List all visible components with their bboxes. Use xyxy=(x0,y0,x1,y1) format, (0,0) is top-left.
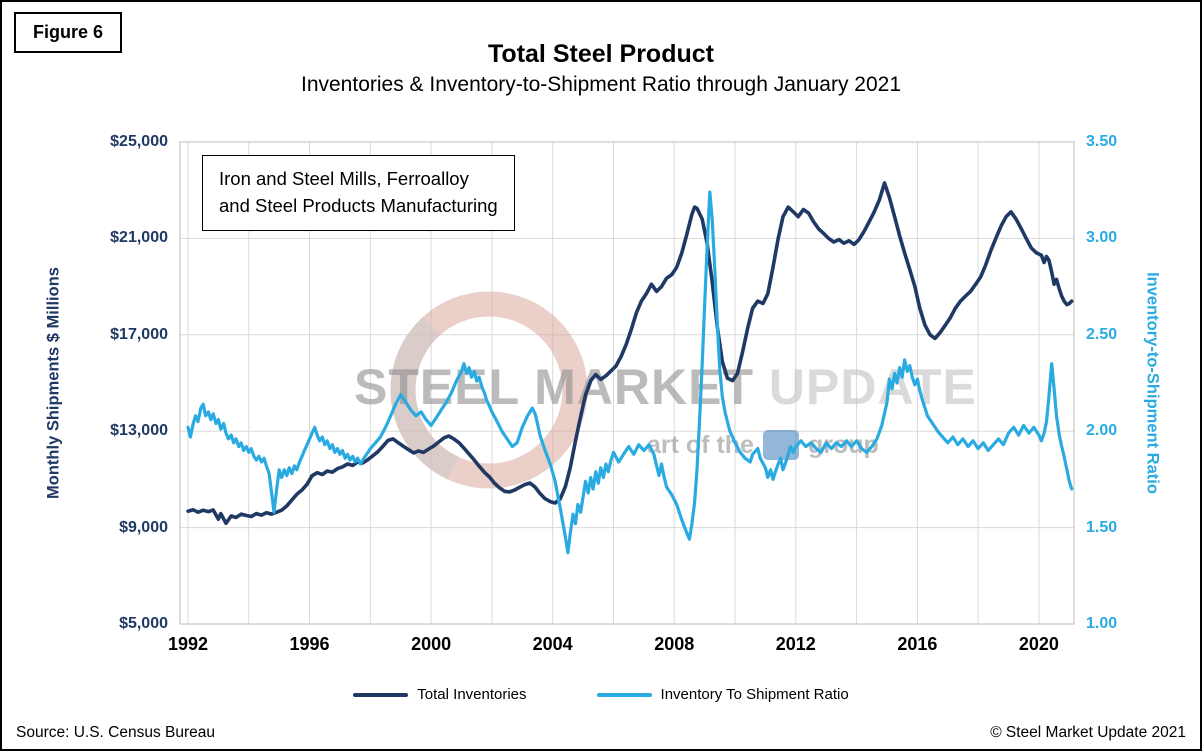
right-axis-title: Inventory-to-Shipment Ratio xyxy=(1143,272,1162,494)
legend-swatch-navy xyxy=(353,692,409,697)
series-line-total-inventories xyxy=(186,181,1074,526)
legend-item-is-ratio: Inventory To Shipment Ratio xyxy=(596,686,849,703)
source-note: Source: U.S. Census Bureau xyxy=(16,724,216,741)
chart-subtitle: Inventories & Inventory-to-Shipment Rati… xyxy=(300,73,901,96)
chart-title: Total Steel Product xyxy=(488,40,714,68)
legend-label-total-inventories: Total Inventories xyxy=(417,686,527,703)
copyright-note: © Steel Market Update 2021 xyxy=(990,724,1186,741)
annotation-line-1: Iron and Steel Mills, Ferroalloy xyxy=(219,168,469,189)
left-axis-title: Monthly Shipments $ Millions xyxy=(44,267,63,499)
annotation-line-2: and Steel Products Manufacturing xyxy=(219,194,498,216)
legend-swatch-cyan xyxy=(596,692,652,697)
plot-border xyxy=(179,141,1075,625)
annotation-box: Iron and Steel Mills, Ferroalloy and Ste… xyxy=(202,155,515,231)
figure-label: Figure 6 xyxy=(14,12,123,53)
series-line-is-ratio xyxy=(186,190,1074,555)
legend-label-is-ratio: Inventory To Shipment Ratio xyxy=(660,686,849,703)
legend: Total Inventories Inventory To Shipment … xyxy=(2,686,1200,703)
legend-item-total-inventories: Total Inventories xyxy=(353,686,527,703)
